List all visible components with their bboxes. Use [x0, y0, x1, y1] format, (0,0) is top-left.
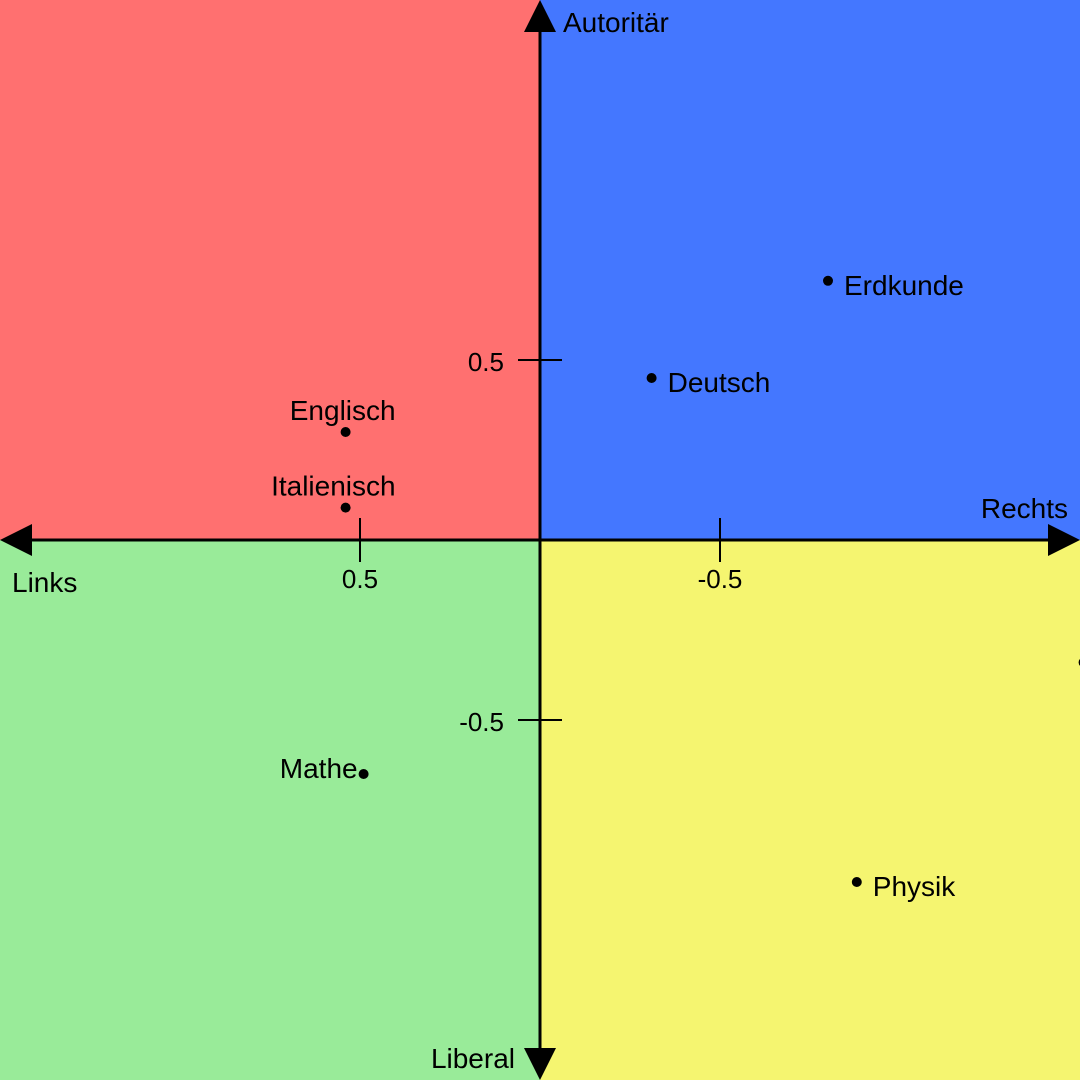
axis-ticks: 0.5 -0.5 0.5 -0.5 — [342, 347, 742, 737]
data-point-erdkunde — [823, 275, 833, 286]
data-point-physik — [851, 877, 862, 887]
arrow-down-icon — [524, 1048, 556, 1080]
arrow-left-icon — [0, 524, 32, 556]
data-label-mathe: Mathe — [280, 753, 358, 784]
data-points: ErdkundeDeutschWirtschaftEnglischItalien… — [271, 270, 1080, 902]
data-label-englisch: Englisch — [290, 395, 396, 426]
data-label-deutsch: Deutsch — [668, 367, 771, 398]
data-point-mathe — [358, 769, 369, 779]
y-tick-label: -0.5 — [459, 707, 504, 737]
data-point-deutsch — [646, 373, 657, 383]
data-label-erdkunde: Erdkunde — [844, 270, 964, 301]
arrow-up-icon — [524, 0, 556, 32]
quadrant-bottom-right — [540, 540, 1080, 1080]
axis-label-left: Links — [12, 567, 77, 598]
x-tick-label: -0.5 — [698, 564, 743, 594]
quadrant-top-left — [0, 0, 540, 540]
quadrant-top-right — [540, 0, 1080, 540]
data-point-englisch — [340, 427, 351, 437]
data-label-physik: Physik — [873, 871, 956, 902]
quadrant-bottom-left — [0, 540, 540, 1080]
data-point-italienisch — [340, 502, 351, 513]
axis-label-bottom: Liberal — [431, 1043, 515, 1074]
axis-label-right: Rechts — [981, 493, 1068, 524]
x-tick-label: 0.5 — [342, 564, 378, 594]
axis-label-top: Autoritär — [563, 7, 669, 38]
y-tick-label: 0.5 — [468, 347, 504, 377]
arrow-right-icon — [1048, 524, 1080, 556]
data-label-italienisch: Italienisch — [271, 471, 396, 502]
